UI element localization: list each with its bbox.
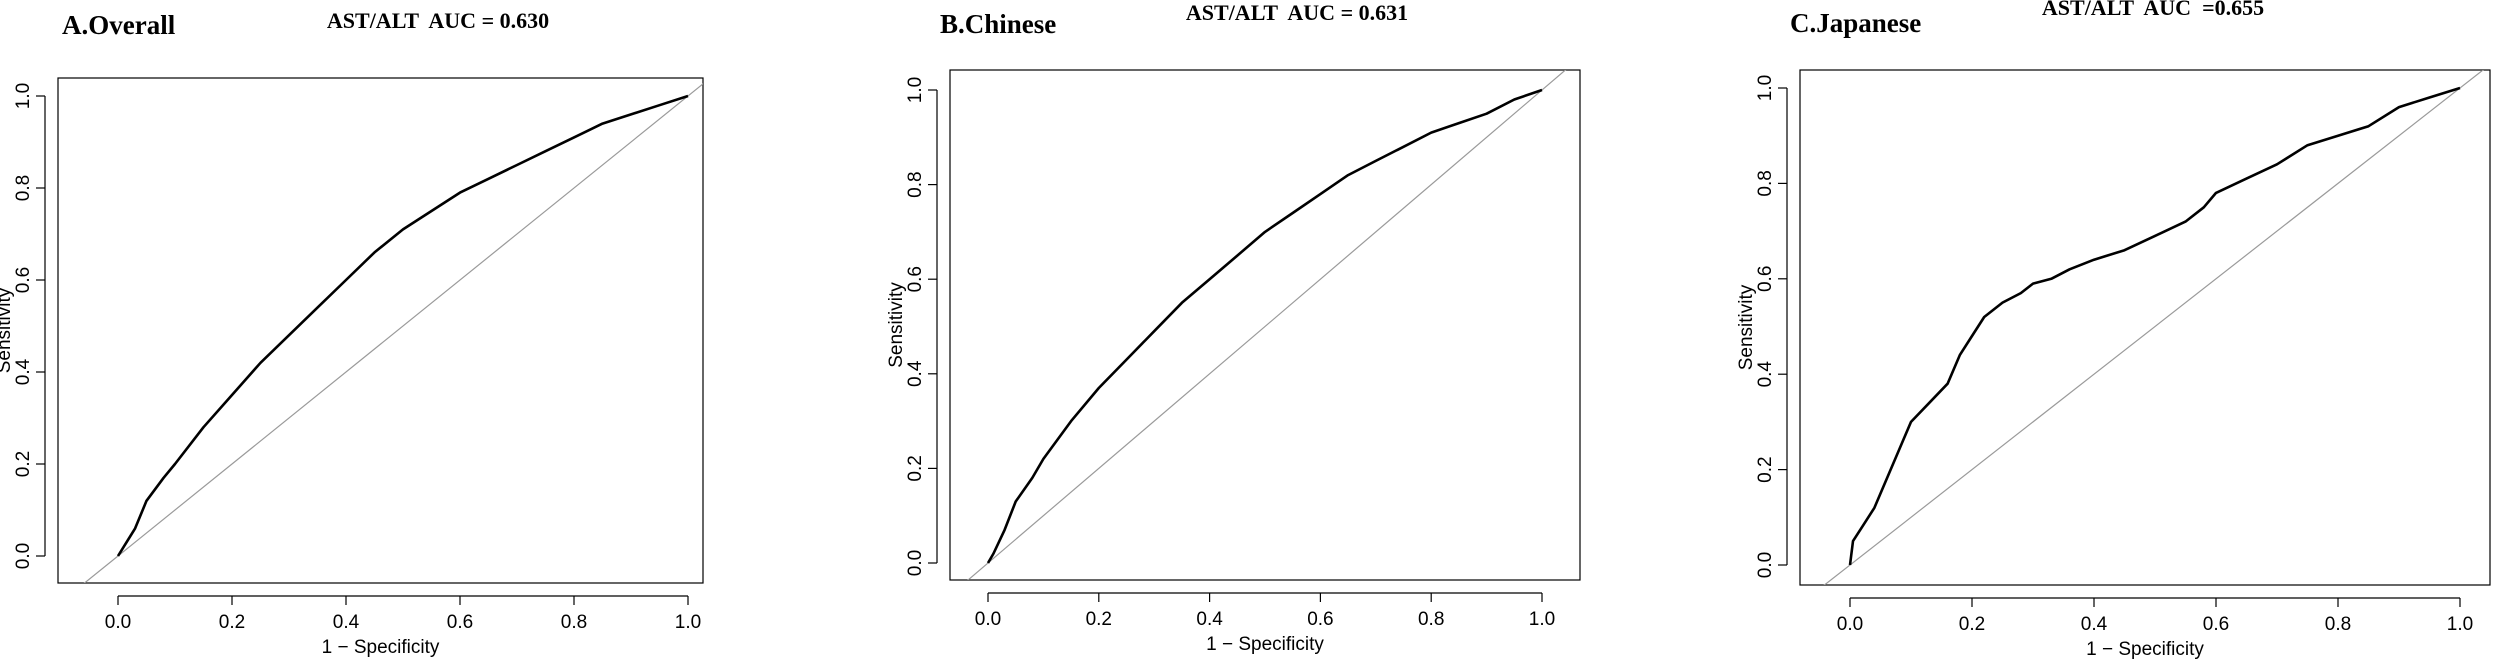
- y-tick-label: 0.4: [1755, 361, 1776, 388]
- y-tick-label: 0.6: [905, 266, 926, 292]
- reference-diagonal-line: [967, 70, 1567, 580]
- x-tick-label: 1.0: [675, 612, 701, 633]
- x-tick-label: 0.2: [219, 612, 245, 633]
- x-tick-label: 1.0: [2447, 614, 2473, 635]
- y-tick-label: 0.4: [905, 360, 926, 387]
- x-tick-label: 0.0: [105, 612, 131, 633]
- roc-panel-c: 0.0 0.2 0.4 0.6 0.8 1.0 0.0 0.2 0.4 0.6 0.8 1.0 1 − …: [1736, 0, 2491, 660]
- roc-panel-a: 0.0 0.2 0.4 0.6 0.8 1.0 0.0 0.2 0.4 0.6 0.8 1.0 1 − …: [0, 8, 704, 658]
- x-tick-label: 0.2: [1959, 614, 1985, 635]
- y-tick-label: 1.0: [1755, 75, 1776, 101]
- plot-frame: [57, 77, 704, 584]
- x-axis-label: 1 − Specificity: [2086, 639, 2204, 660]
- chart-title: AST/ALT AUC =0.655: [2042, 0, 2264, 20]
- y-tick-label: 0.4: [13, 358, 34, 385]
- plot-frame: [949, 69, 1581, 581]
- y-tick-label: 0.8: [1755, 170, 1776, 196]
- reference-diagonal-line: [83, 83, 703, 583]
- roc-curve-line: [1848, 86, 2461, 566]
- y-axis-label: Sensitivity: [886, 282, 907, 368]
- y-tick-label: 0.6: [1755, 266, 1776, 292]
- panel-label: B.Chinese: [940, 9, 1056, 39]
- roc-panel-b: 0.0 0.2 0.4 0.6 0.8 1.0 0.0 0.2 0.4 0.6 0.8 1.0 1 − …: [886, 0, 1581, 655]
- reference-diagonal-line: [1823, 70, 2484, 585]
- panel-label: A.Overall: [62, 10, 176, 40]
- y-tick-label: 0.2: [13, 451, 34, 477]
- x-tick-label: 0.6: [2203, 614, 2229, 635]
- y-axis-label: Sensitivity: [0, 287, 15, 373]
- y-tick-label: 0.8: [13, 175, 34, 201]
- x-tick-label: 0.8: [1418, 609, 1444, 630]
- x-tick-label: 0.0: [1837, 614, 1863, 635]
- x-tick-label: 1.0: [1529, 609, 1555, 630]
- y-tick-label: 1.0: [905, 77, 926, 103]
- x-tick-label: 0.8: [561, 612, 587, 633]
- x-tick-label: 0.2: [1086, 609, 1112, 630]
- y-tick-label: 1.0: [13, 83, 34, 109]
- chart-title: AST/ALT AUC = 0.630: [327, 8, 549, 33]
- x-tick-label: 0.4: [1196, 609, 1223, 630]
- x-tick-label: 0.8: [2325, 614, 2351, 635]
- chart-title: AST/ALT AUC = 0.631: [1186, 0, 1408, 25]
- y-tick-label: 0.2: [905, 455, 926, 481]
- y-tick-label: 0.0: [1755, 552, 1776, 578]
- plot-frame: [1799, 69, 2491, 586]
- y-tick-label: 0.8: [905, 171, 926, 197]
- y-tick-label: 0.0: [905, 550, 926, 576]
- y-tick-label: 0.0: [13, 543, 34, 569]
- y-tick-label: 0.2: [1755, 456, 1776, 482]
- x-tick-label: 0.6: [1307, 609, 1333, 630]
- x-tick-label: 0.4: [333, 612, 360, 633]
- x-axis-label: 1 − Specificity: [1206, 634, 1324, 655]
- x-axis-label: 1 − Specificity: [322, 637, 440, 658]
- panel-label: C.Japanese: [1790, 8, 1921, 38]
- x-tick-label: 0.6: [447, 612, 473, 633]
- roc-curve-line: [986, 88, 1543, 564]
- y-axis-label: Sensitivity: [1736, 284, 1757, 370]
- x-tick-label: 0.0: [975, 609, 1001, 630]
- x-tick-label: 0.4: [2081, 614, 2108, 635]
- roc-curve-line: [116, 94, 689, 557]
- y-tick-label: 0.6: [13, 267, 34, 293]
